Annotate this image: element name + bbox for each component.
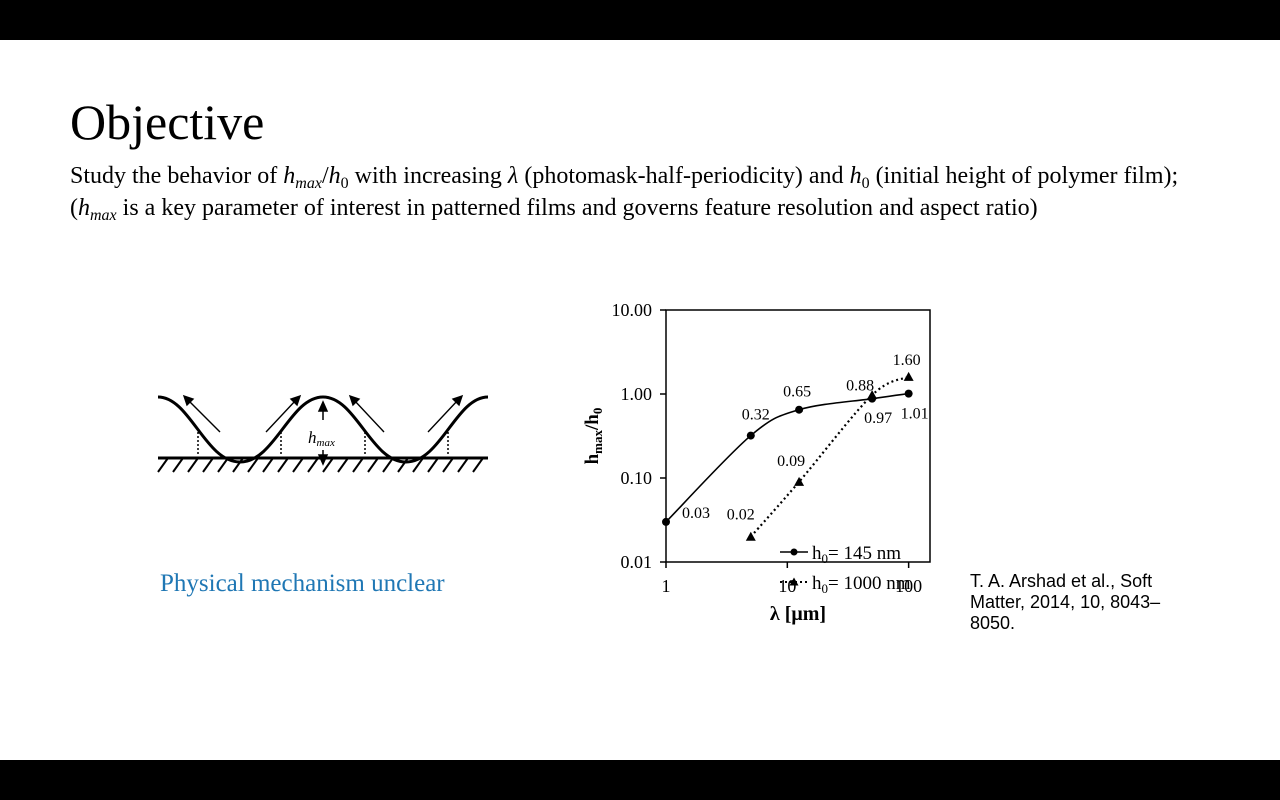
data-point — [904, 389, 913, 398]
legend-entry-145: h0= 145 nm — [780, 543, 901, 566]
citation: T. A. Arshad et al., Soft Matter, 2014, … — [970, 571, 1161, 633]
y-axis-label: hmax/h0 — [582, 408, 605, 465]
mechanism-caption: Physical mechanism unclear — [160, 570, 445, 597]
objective-text: Study the behavior of hmax/h0 with incre… — [70, 160, 1220, 224]
hmax-arrows — [317, 400, 329, 466]
legend: h0= 145 nm h0= 1000 nm — [780, 543, 911, 596]
data-label: 0.09 — [777, 453, 805, 470]
y-tick-label: 10.00 — [612, 300, 653, 320]
plot-frame — [665, 309, 931, 563]
data-label: 1.60 — [893, 352, 921, 369]
y-tick-label: 0.10 — [621, 468, 653, 488]
data-label: 0.88 — [846, 378, 874, 395]
data-label: 0.03 — [682, 505, 710, 522]
x-tick-label: 100 — [895, 576, 922, 596]
slide: Objective Study the behavior of hmax/h0 … — [0, 40, 1280, 760]
flow-arrows — [182, 394, 464, 433]
y-tick-label: 1.00 — [621, 384, 653, 404]
svg-text:h0= 145 nm: h0= 145 nm — [812, 543, 901, 566]
dotted-guides — [197, 432, 449, 456]
objective-line-1: Study the behavior of hmax/h0 with incre… — [70, 163, 1179, 192]
x-axis-label: λ [μm] — [770, 603, 826, 625]
data-label: 0.65 — [783, 384, 811, 401]
hmax-label: hmax — [308, 428, 335, 449]
data-point — [903, 371, 914, 381]
slide-title: Objective — [70, 94, 265, 150]
objective-line-2: (hmax is a key parameter of interest in … — [70, 195, 1038, 224]
data-point — [746, 431, 755, 440]
data-point — [795, 405, 804, 414]
legend-entry-1000: h0= 1000 nm — [780, 573, 911, 596]
substrate-hatching — [157, 457, 484, 473]
y-tick-label: 0.01 — [621, 552, 653, 572]
data-label: 1.01 — [901, 406, 929, 423]
data-point — [794, 476, 805, 486]
data-label: 0.32 — [742, 407, 770, 424]
data-label: 0.97 — [864, 410, 892, 427]
data-point — [867, 390, 878, 400]
data-point — [745, 531, 756, 541]
data-label: 0.02 — [727, 507, 755, 524]
film-surface-wave — [157, 395, 489, 464]
mechanism-diagram: hmax — [157, 394, 489, 473]
x-tick-label: 1 — [662, 576, 671, 596]
data-point — [662, 517, 670, 526]
series-line-1 — [749, 375, 910, 538]
svg-text:h0= 1000 nm: h0= 1000 nm — [812, 573, 911, 596]
